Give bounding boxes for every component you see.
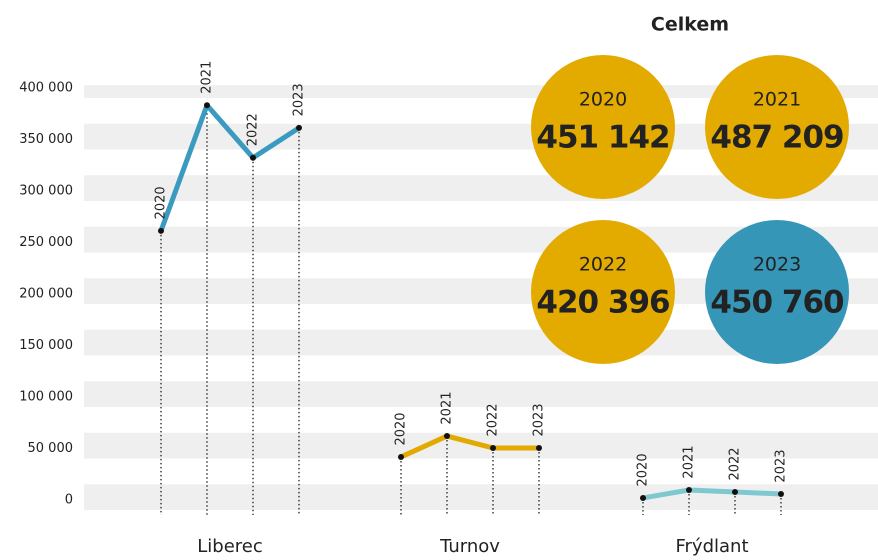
y-tick-label: 150 000	[19, 338, 73, 353]
group-label: Liberec	[197, 536, 263, 557]
year-label: 2023	[774, 449, 789, 482]
point	[490, 444, 496, 451]
total-year: 2020	[579, 89, 627, 111]
y-tick-label: 0	[65, 493, 73, 508]
y-tick-label: 400 000	[19, 81, 73, 96]
point	[444, 433, 450, 440]
y-tick-label: 250 000	[19, 235, 73, 250]
year-label: 2022	[246, 113, 261, 146]
point	[686, 487, 692, 494]
y-tick-label: 300 000	[19, 184, 73, 199]
point	[158, 227, 164, 234]
grid-stripe	[84, 85, 878, 98]
total-year: 2022	[579, 254, 627, 276]
year-label: 2021	[682, 445, 697, 478]
grid-stripe	[84, 381, 878, 407]
year-label: 2020	[394, 412, 409, 445]
year-label: 2020	[636, 453, 651, 486]
group-label: Turnov	[439, 536, 500, 557]
total-year: 2021	[753, 89, 801, 111]
total-circle	[705, 55, 849, 199]
grid-stripe	[84, 484, 878, 510]
year-label: 2020	[154, 186, 169, 219]
y-tick-label: 100 000	[19, 390, 73, 405]
point	[778, 491, 784, 498]
y-tick-label: 50 000	[28, 441, 74, 456]
point	[204, 102, 210, 109]
year-label: 2022	[486, 403, 501, 436]
group-label: Frýdlant	[675, 536, 748, 557]
year-label: 2021	[200, 61, 215, 94]
total-year: 2023	[753, 254, 801, 276]
year-label: 2022	[728, 447, 743, 480]
line	[399, 433, 539, 460]
point	[536, 444, 542, 451]
total-circle	[531, 220, 675, 364]
point	[296, 124, 302, 131]
total-value: 487 209	[710, 120, 843, 156]
line	[642, 487, 782, 501]
total-circle	[531, 55, 675, 199]
point	[398, 453, 404, 460]
total-value: 420 396	[536, 285, 669, 321]
point	[732, 488, 738, 495]
total-value: 451 142	[536, 120, 669, 156]
total-value: 450 760	[710, 285, 844, 321]
line	[158, 102, 301, 232]
total-circle	[705, 220, 849, 364]
year-label: 2023	[532, 403, 547, 436]
totals-title: Celkem	[651, 14, 729, 36]
point	[640, 494, 646, 501]
year-label: 2021	[440, 391, 455, 424]
y-tick-label: 350 000	[19, 132, 73, 147]
year-label: 2023	[292, 83, 307, 116]
point	[250, 154, 256, 161]
y-tick-label: 200 000	[19, 287, 73, 302]
